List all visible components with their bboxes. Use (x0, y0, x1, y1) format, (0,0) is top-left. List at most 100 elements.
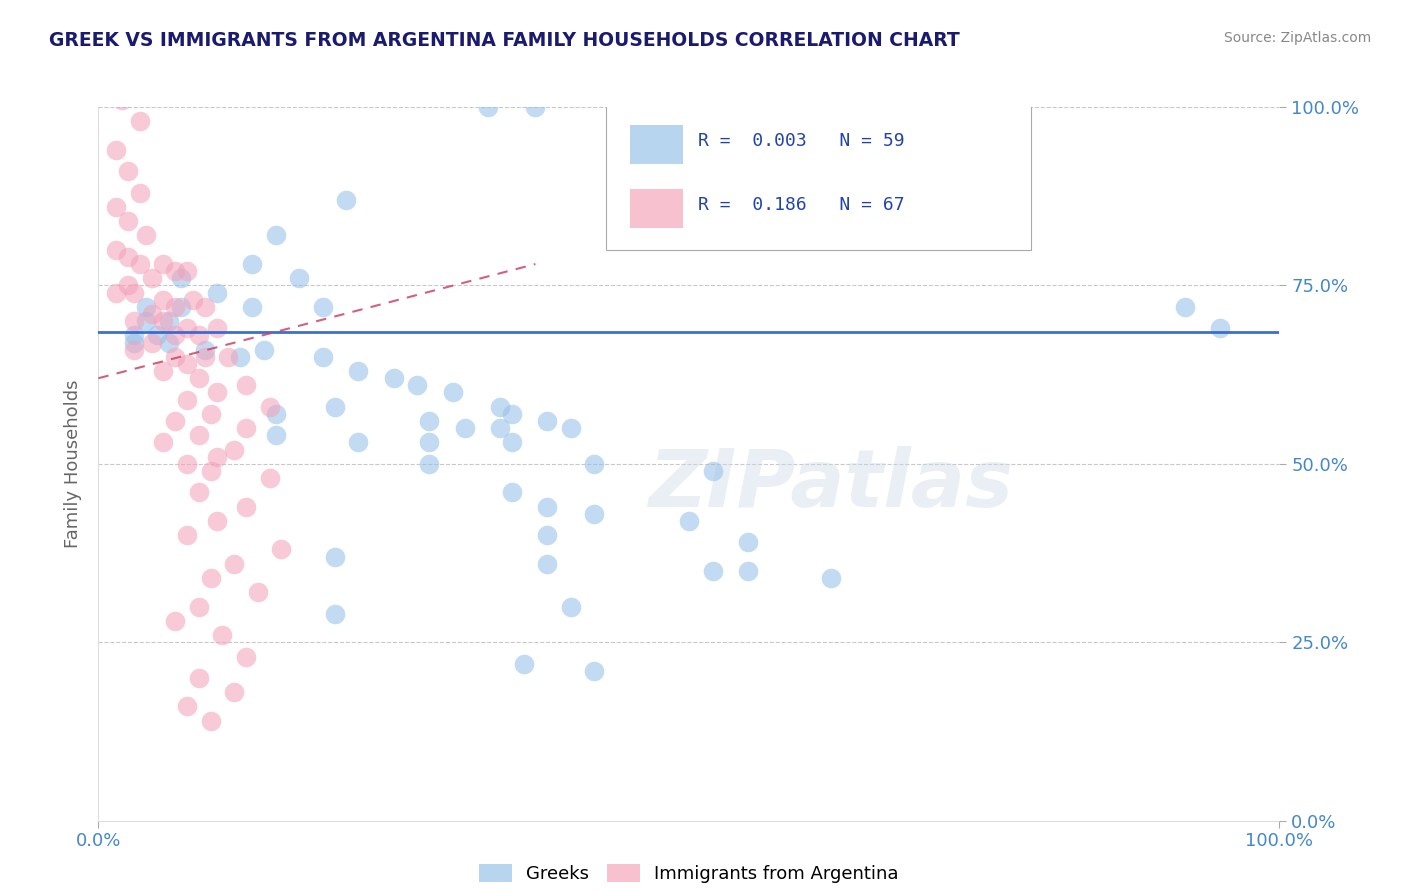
Point (128, 114, 150, 128)
Text: R =  0.186   N = 67: R = 0.186 N = 67 (699, 196, 905, 214)
Point (135, 314, 157, 328)
Point (200, 464, 222, 478)
Point (205, 385, 228, 400)
Point (165, 350, 187, 364)
Point (165, 300, 187, 314)
Point (240, 300, 263, 314)
Point (122, 314, 145, 328)
Point (205, 450, 228, 464)
Point (105, 200, 128, 214)
Point (583, 457, 606, 471)
Point (253, 343, 276, 357)
Point (187, 599, 209, 614)
Point (1174, 300, 1197, 314)
Point (418, 457, 440, 471)
FancyBboxPatch shape (606, 103, 1032, 250)
Point (347, 435, 370, 450)
Point (323, 549, 346, 564)
Point (246, 585, 269, 599)
Point (194, 350, 217, 364)
Point (702, 564, 724, 578)
Point (240, 257, 263, 271)
Point (820, 100, 842, 114)
Point (211, 628, 233, 642)
Point (441, 385, 464, 400)
Point (117, 214, 139, 228)
Point (382, 371, 405, 385)
Text: ZIPatlas: ZIPatlas (648, 446, 1014, 524)
Point (181, 293, 204, 307)
Y-axis label: Family Households: Family Households (65, 380, 83, 548)
Point (152, 435, 174, 450)
Point (200, 407, 222, 421)
Point (122, 328, 145, 343)
Point (187, 485, 209, 500)
Point (235, 500, 257, 514)
Point (737, 535, 759, 549)
Text: R =  0.003   N = 59: R = 0.003 N = 59 (699, 132, 905, 150)
Point (264, 407, 287, 421)
Point (141, 271, 163, 285)
Point (259, 471, 281, 485)
Point (453, 421, 475, 435)
Point (141, 335, 163, 350)
Point (152, 364, 174, 378)
Point (165, 614, 187, 628)
Point (170, 300, 193, 314)
Point (122, 285, 145, 300)
Point (135, 228, 157, 243)
Point (536, 557, 558, 571)
Point (187, 671, 209, 685)
Point (200, 714, 222, 728)
Point (165, 264, 187, 278)
Text: Source: ZipAtlas.com: Source: ZipAtlas.com (1223, 31, 1371, 45)
Point (105, 243, 128, 257)
Text: GREEK VS IMMIGRANTS FROM ARGENTINA FAMILY HOUSEHOLDS CORRELATION CHART: GREEK VS IMMIGRANTS FROM ARGENTINA FAMIL… (49, 31, 960, 50)
Point (312, 350, 335, 364)
Point (128, 257, 150, 271)
Point (105, 285, 128, 300)
Point (489, 400, 512, 414)
Point (270, 542, 292, 557)
Point (157, 314, 180, 328)
Point (702, 464, 724, 478)
Point (477, 100, 499, 114)
Point (152, 314, 174, 328)
Point (205, 321, 228, 335)
Point (194, 343, 217, 357)
Point (165, 328, 187, 343)
Point (146, 328, 169, 343)
Point (288, 271, 311, 285)
Point (194, 300, 217, 314)
Point (501, 485, 523, 500)
Point (264, 428, 287, 442)
Point (176, 392, 198, 407)
Point (560, 421, 582, 435)
Legend: Greeks, Immigrants from Argentina: Greeks, Immigrants from Argentina (472, 856, 905, 890)
Point (489, 421, 512, 435)
Point (141, 307, 163, 321)
Point (200, 571, 222, 585)
Point (501, 407, 523, 421)
Point (820, 571, 842, 585)
Point (176, 321, 198, 335)
Point (135, 300, 157, 314)
Point (678, 514, 700, 528)
Point (205, 285, 228, 300)
Point (560, 599, 582, 614)
Point (583, 507, 606, 521)
Point (235, 378, 257, 392)
Point (524, 100, 547, 114)
Point (737, 564, 759, 578)
Point (176, 264, 198, 278)
Point (187, 428, 209, 442)
Point (105, 143, 128, 157)
FancyBboxPatch shape (630, 125, 683, 164)
Point (165, 414, 187, 428)
Point (224, 685, 246, 699)
Point (128, 186, 150, 200)
Point (501, 435, 523, 450)
Point (323, 400, 346, 414)
Point (217, 350, 239, 364)
Point (264, 228, 287, 243)
